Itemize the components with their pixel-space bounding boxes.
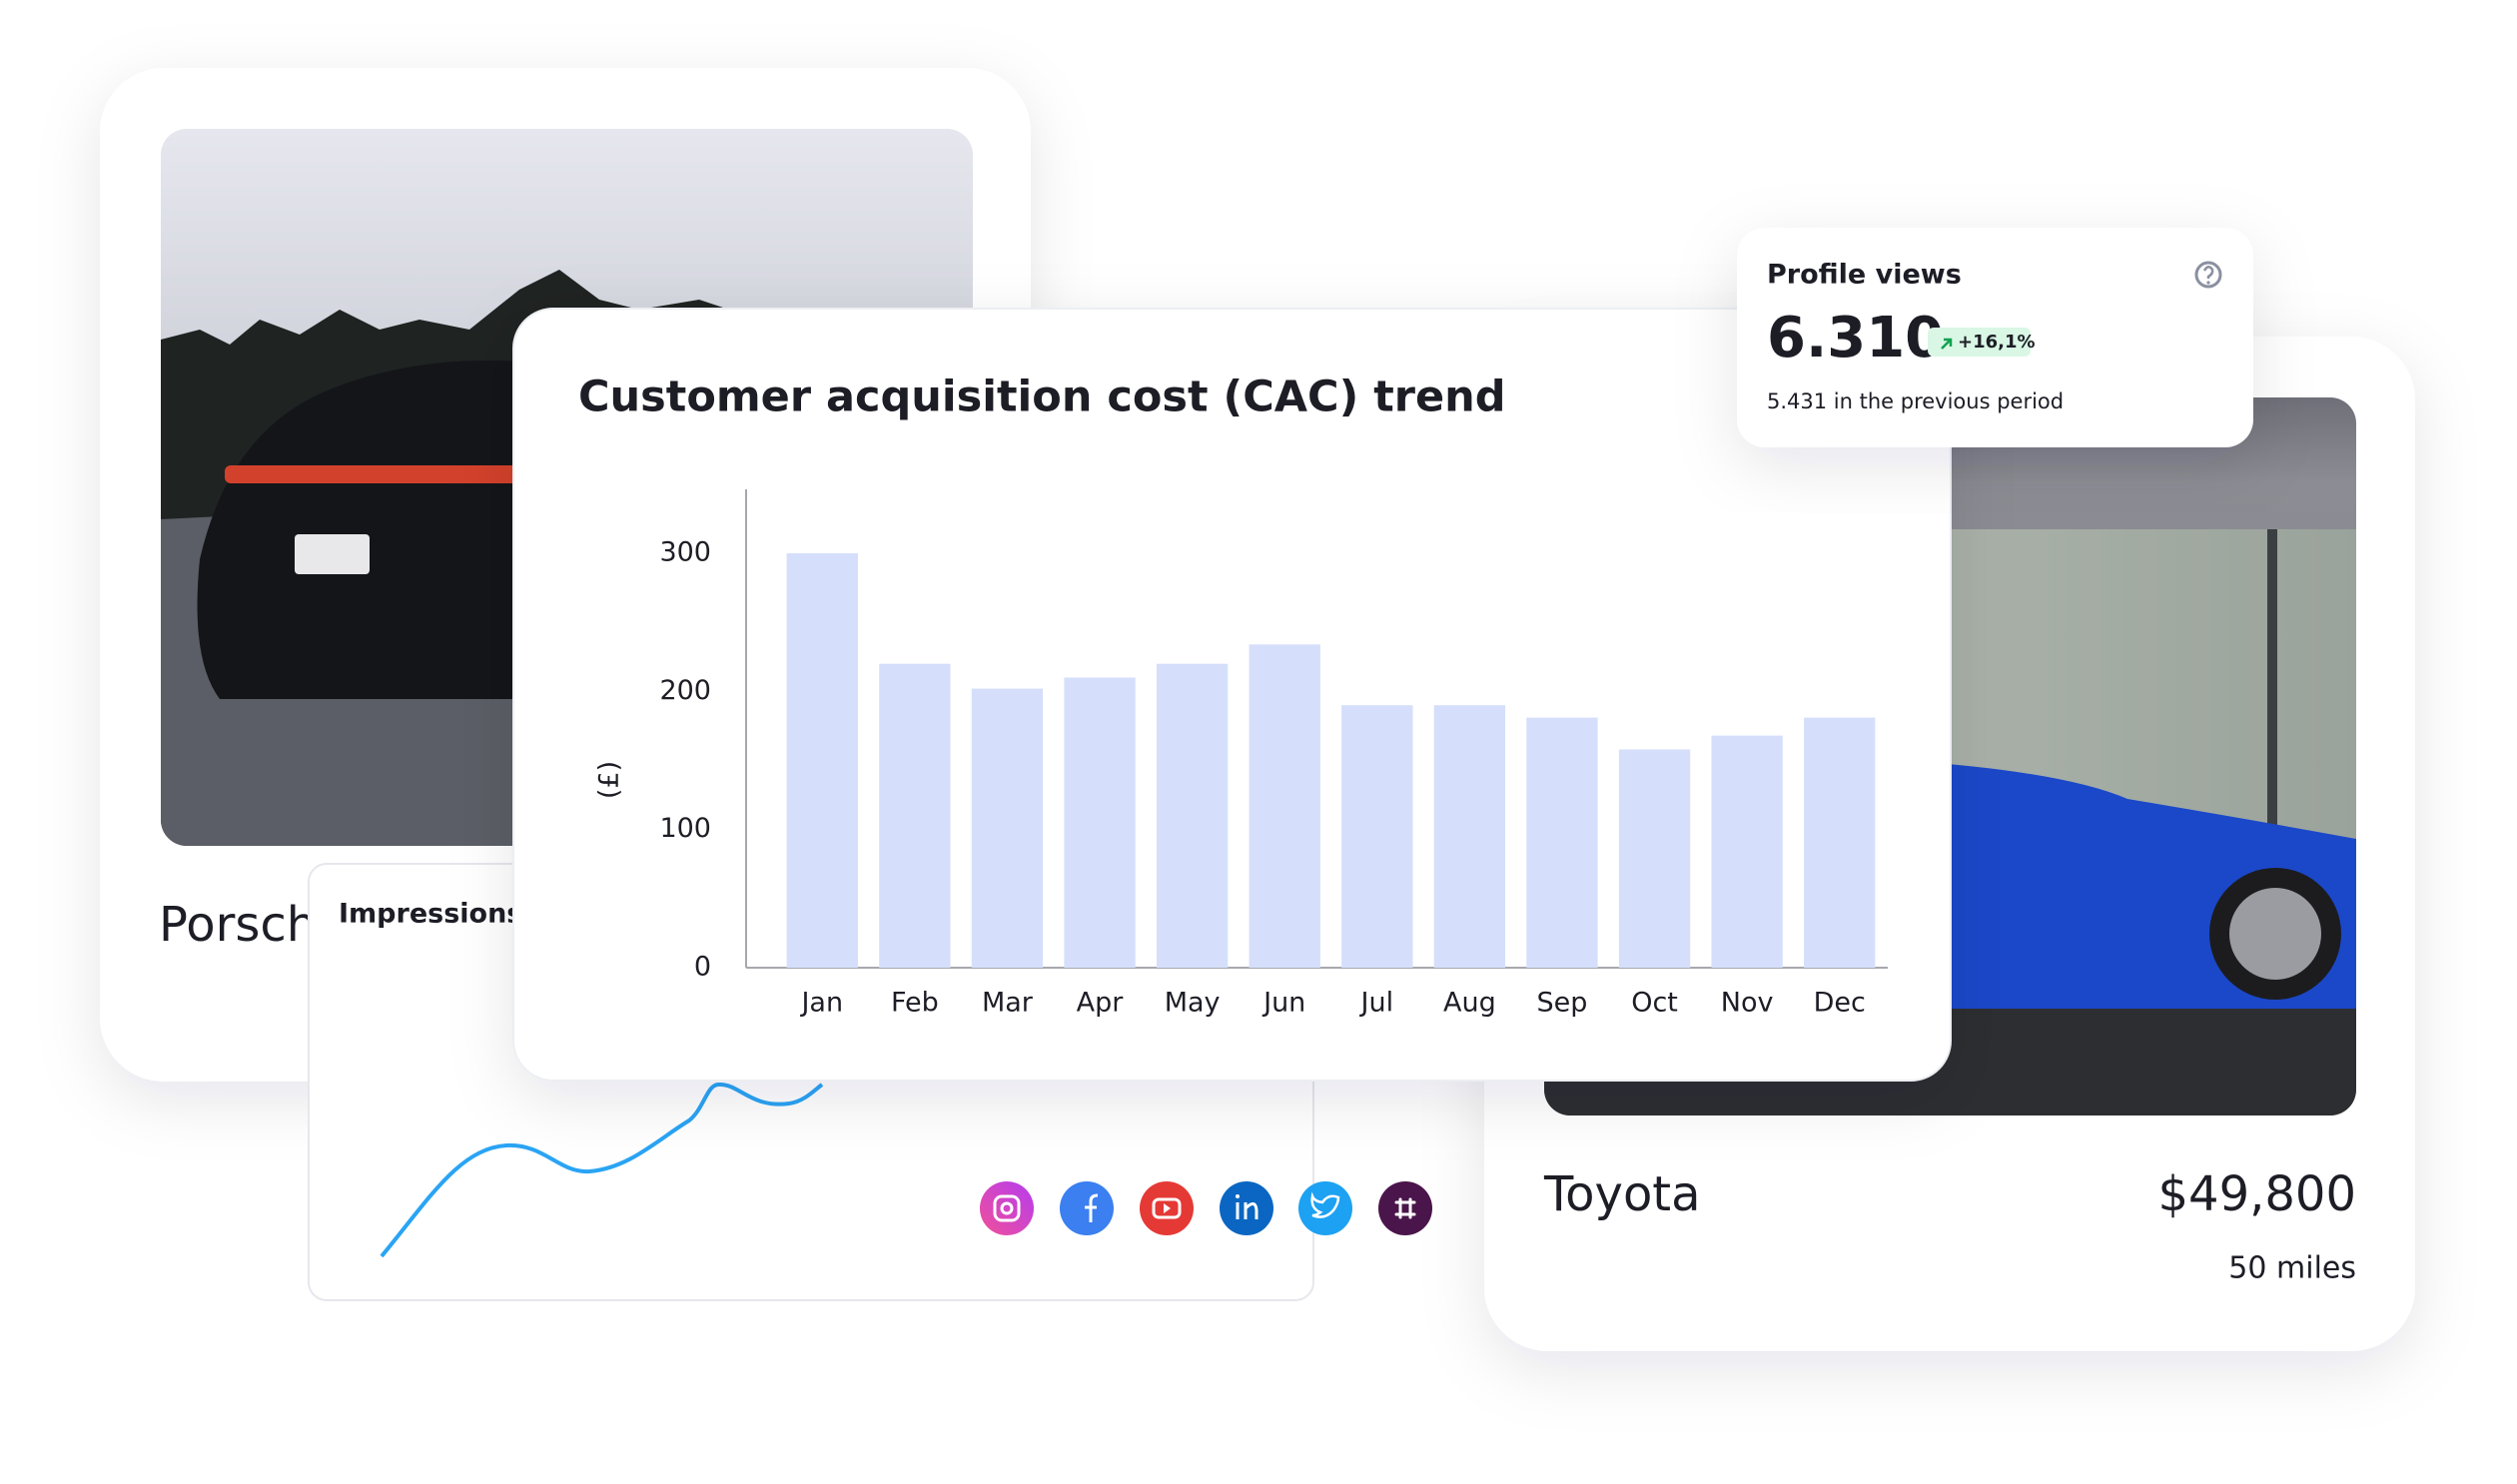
car-price: $49,800	[2158, 1166, 2357, 1222]
x-tick-label: Jan	[799, 988, 843, 1019]
change-badge	[1928, 328, 2031, 357]
x-tick-label: Dec	[1814, 988, 1866, 1019]
x-tick-label: Mar	[982, 988, 1034, 1019]
y-tick-label: 200	[659, 675, 711, 706]
card-title: Profile views	[1767, 260, 1962, 291]
x-tick-label: Jun	[1261, 988, 1305, 1019]
metric-value: 6.310	[1767, 306, 1944, 371]
help-icon[interactable]	[2194, 261, 2222, 289]
x-tick-label: May	[1165, 988, 1221, 1019]
y-tick-label: 300	[659, 537, 711, 568]
impressions-line	[380, 1082, 824, 1258]
previous-period: 5.431 in the previous period	[1767, 389, 2064, 413]
up-arrow	[1941, 338, 1953, 350]
bar	[1711, 735, 1783, 968]
bar	[879, 663, 951, 968]
bar	[1064, 677, 1136, 968]
bar	[1526, 717, 1598, 968]
social-icons	[980, 1181, 1432, 1235]
bar	[1341, 705, 1413, 968]
profile-views-card: Profile views 6.310 +16,1% 5.431 in the …	[1737, 228, 2253, 447]
bar	[971, 688, 1044, 968]
bar	[1804, 717, 1876, 968]
bar	[1618, 749, 1691, 968]
instagram-icon[interactable]	[980, 1181, 1034, 1235]
bar	[1156, 663, 1229, 968]
car-mileage: 50 miles	[2228, 1251, 2356, 1286]
change-value: +16,1%	[1958, 332, 2036, 353]
chart-title: Customer acquisition cost (CAC) trend	[578, 372, 1506, 422]
y-tick-label: 0	[694, 952, 711, 983]
x-tick-label: Feb	[891, 988, 939, 1019]
x-tick-label: Sep	[1537, 988, 1588, 1019]
cac-card: Customer acquisition cost (CAC) trend (£…	[512, 308, 1952, 1082]
slack-icon[interactable]	[1378, 1181, 1432, 1235]
x-tick-label: Apr	[1077, 988, 1125, 1019]
y-axis-label: (£)	[594, 761, 625, 799]
x-tick-label: Jul	[1359, 988, 1394, 1019]
car-name: Toyota	[1543, 1166, 1701, 1222]
x-tick-label: Aug	[1443, 988, 1496, 1019]
twitter-icon[interactable]	[1298, 1181, 1352, 1235]
x-tick-label: Oct	[1631, 988, 1678, 1019]
bar	[1249, 644, 1320, 968]
x-tick-label: Nov	[1721, 988, 1774, 1019]
card-title: Impressions,	[339, 899, 533, 930]
bar	[1433, 705, 1506, 968]
bar	[786, 553, 858, 968]
y-tick-label: 100	[659, 813, 711, 844]
